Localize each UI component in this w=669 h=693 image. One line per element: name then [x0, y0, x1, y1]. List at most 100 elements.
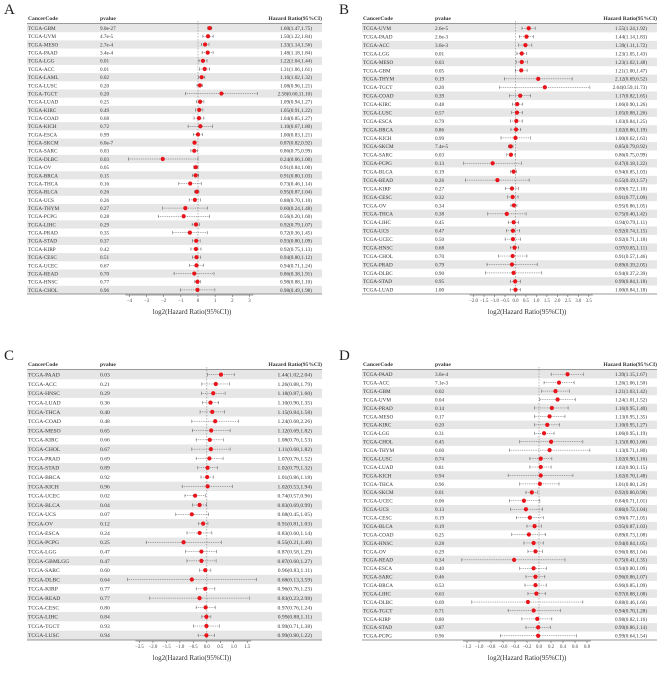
hazard-ratio-ci: 1.08(0.96,1.21)	[280, 82, 312, 89]
pvalue: 0.69	[100, 456, 110, 462]
pvalue: 0.67	[100, 263, 109, 269]
hazard-ratio-ci: 0.91(0.84,1.00)	[280, 164, 312, 171]
hazard-ratio-point	[213, 419, 218, 424]
hazard-ratio-point	[208, 447, 213, 452]
cancer-code: TCGA-LUSC	[363, 456, 393, 462]
panel-label: C	[4, 348, 15, 364]
pvalue: 0.34	[435, 203, 444, 209]
hazard-ratio-point	[545, 422, 550, 427]
table-row: TCGA-PCPG 0.96 0.99(0.64,1.54)	[363, 633, 647, 640]
row-stripe	[27, 612, 322, 622]
hazard-ratio-ci: 0.94(0.37,2.39)	[615, 270, 647, 277]
hazard-ratio-ci: 1.00(0.62,1.63)	[615, 135, 647, 142]
hazard-ratio-ci: 1.10(0.95,1.27)	[615, 422, 647, 429]
forest-plot: CancerCode pvalue Hazard Ratio(95%CI) TCGA-…	[27, 361, 322, 662]
table-row: TCGA-UVM 4.7e-5 1.50(1.22,1.84)	[28, 33, 312, 40]
pvalue: 0.35	[100, 231, 109, 237]
table-row: TCGA-LUSC 0.94 0.99(0.80,1.22)	[28, 632, 312, 639]
hazard-ratio-ci: 1.26(0.88,1.79)	[278, 381, 313, 388]
pvalue: 0.31	[435, 431, 444, 437]
row-stripe	[27, 370, 322, 380]
table-row: TCGA-GBM 9.0e-27 1.60(1.47,1.75)	[28, 25, 312, 32]
hazard-ratio-ci: 1.21(1.03,1.42)	[615, 388, 647, 395]
hazard-ratio-point	[519, 51, 524, 56]
forest-plot: CancerCode pvalue Hazard Ratio(95%CI) TCGA-…	[362, 361, 657, 662]
cancer-code: TCGA-BLCA	[28, 190, 58, 196]
hazard-ratio-ci: 0.89(0.73,1.08)	[615, 531, 647, 538]
table-row: TCGA-TGCT 0.20 2.64(0.59,11.73)	[363, 84, 647, 91]
pvalue: 0.42	[100, 247, 109, 253]
hazard-ratio-point	[555, 397, 560, 402]
hazard-ratio-ci: 1.23(1.05,1.43)	[615, 50, 647, 57]
hazard-ratio-point	[490, 161, 495, 166]
pvalue: 0.80	[435, 617, 444, 623]
table-row: TCGA-PRAD 0.35 0.72(0.36,1.45)	[28, 230, 312, 237]
hazard-ratio-ci: 1.26(1.06,1.50)	[615, 380, 647, 387]
hazard-ratio-point	[533, 549, 538, 554]
tick-label: −2.0	[149, 645, 158, 650]
row-stripe	[27, 556, 322, 566]
cancer-code: TCGA-PRAD	[363, 262, 393, 268]
cancer-code: TCGA-LIHC	[28, 615, 58, 621]
hazard-ratio-ci: 1.11(0.68,1.82)	[278, 446, 312, 453]
pvalue: 0.28	[435, 541, 444, 547]
hazard-ratio-ci: 2.64(0.59,11.73)	[613, 84, 648, 91]
hazard-ratio-ci: 1.21(1.00,1.47)	[615, 67, 647, 74]
pvalue: 0.99	[100, 132, 109, 138]
hazard-ratio-point	[542, 85, 547, 90]
hazard-ratio-ci: 1.18(0.87,1.60)	[278, 390, 313, 397]
pvalue: 0.53	[435, 583, 444, 589]
hazard-ratio-ci: 0.94(0.80,1.09)	[615, 565, 647, 572]
pvalue: 0.80	[100, 605, 110, 611]
hazard-ratio-ci: 1.55(1.24,1.92)	[615, 25, 647, 32]
cancer-code: TCGA-UVM	[28, 34, 56, 40]
pvalue: 0.63	[435, 591, 444, 597]
table-row: TCGA-READ 0.34 0.75(0.41,1.35)	[363, 557, 647, 564]
pvalue: 0.34	[435, 558, 444, 564]
row-stripe	[27, 73, 322, 82]
cancer-code: TCGA-UCEC	[363, 237, 393, 243]
table-row: TCGA-ESCA 0.79 1.03(0.84,1.25)	[363, 118, 647, 125]
cancer-code: TCGA-HNSC	[28, 391, 60, 397]
panel-c: C CancerCode pvalue Hazard Ratio(95%CI) TCG…	[0, 346, 334, 692]
table-header: CancerCode pvalue Hazard Ratio(95%CI)	[363, 361, 657, 368]
hazard-ratio-ci: 1.16(1.02,1.32)	[280, 74, 312, 81]
row-stripe	[362, 24, 657, 33]
hazard-ratio-ci: 0.73(0.46,1.14)	[280, 180, 312, 187]
hazard-ratio-ci: 0.72(0.36,1.45)	[280, 230, 312, 237]
row-stripe	[27, 537, 322, 547]
hazard-ratio-point	[219, 91, 224, 96]
hazard-ratio-point	[547, 448, 552, 453]
hazard-ratio-point	[512, 245, 517, 250]
tick-label: −1.5	[480, 299, 489, 304]
hazard-ratio-point	[549, 405, 554, 411]
pvalue: 0.96	[100, 288, 109, 294]
table-row: TCGA-READ 0.26 0.55(0.19,1.57)	[363, 177, 647, 184]
table-row: TCGA-HNSC 0.28 0.94(0.84,1.05)	[363, 540, 647, 547]
row-stripe	[27, 500, 322, 510]
pvalue: 0.25	[100, 100, 109, 106]
hazard-ratio-ci: 1.60(1.47,1.75)	[280, 25, 312, 32]
cancer-code: TCGA-LGG	[363, 431, 390, 437]
row-stripe	[27, 220, 322, 229]
hazard-ratio-point	[187, 230, 192, 235]
hazard-ratio-point	[536, 625, 541, 630]
hazard-ratio-point	[195, 132, 201, 137]
cancer-code: TCGA-SARC	[363, 153, 393, 159]
hazard-ratio-ci: 1.13(0.71,1.80)	[615, 447, 647, 454]
pvalue: 0.96	[100, 484, 110, 490]
table-row: TCGA-KIRP 0.80 0.98(0.82,1.16)	[363, 616, 647, 623]
row-stripe	[27, 24, 322, 33]
table-row: TCGA-SARC 0.60 0.96(0.83,1.11)	[28, 567, 312, 574]
hazard-ratio-ci: 0.93(0.80,1.09)	[280, 238, 312, 245]
tick-label: −2.5	[135, 645, 144, 650]
hazard-ratio-ci: 0.86(0.75,0.99)	[615, 152, 647, 159]
hazard-ratio-ci: 0.96(0.76,1.23)	[278, 586, 313, 593]
hazard-ratio-ci: 1.05(0.88,1.26)	[615, 109, 647, 116]
row-stripe	[362, 505, 657, 514]
hazard-ratio-point	[495, 177, 500, 183]
cancer-code: TCGA-MESO	[363, 60, 394, 66]
hazard-ratio-point	[519, 59, 524, 65]
cancer-code: TCGA-GBM	[28, 26, 56, 32]
pvalue: 0.15	[100, 173, 109, 179]
